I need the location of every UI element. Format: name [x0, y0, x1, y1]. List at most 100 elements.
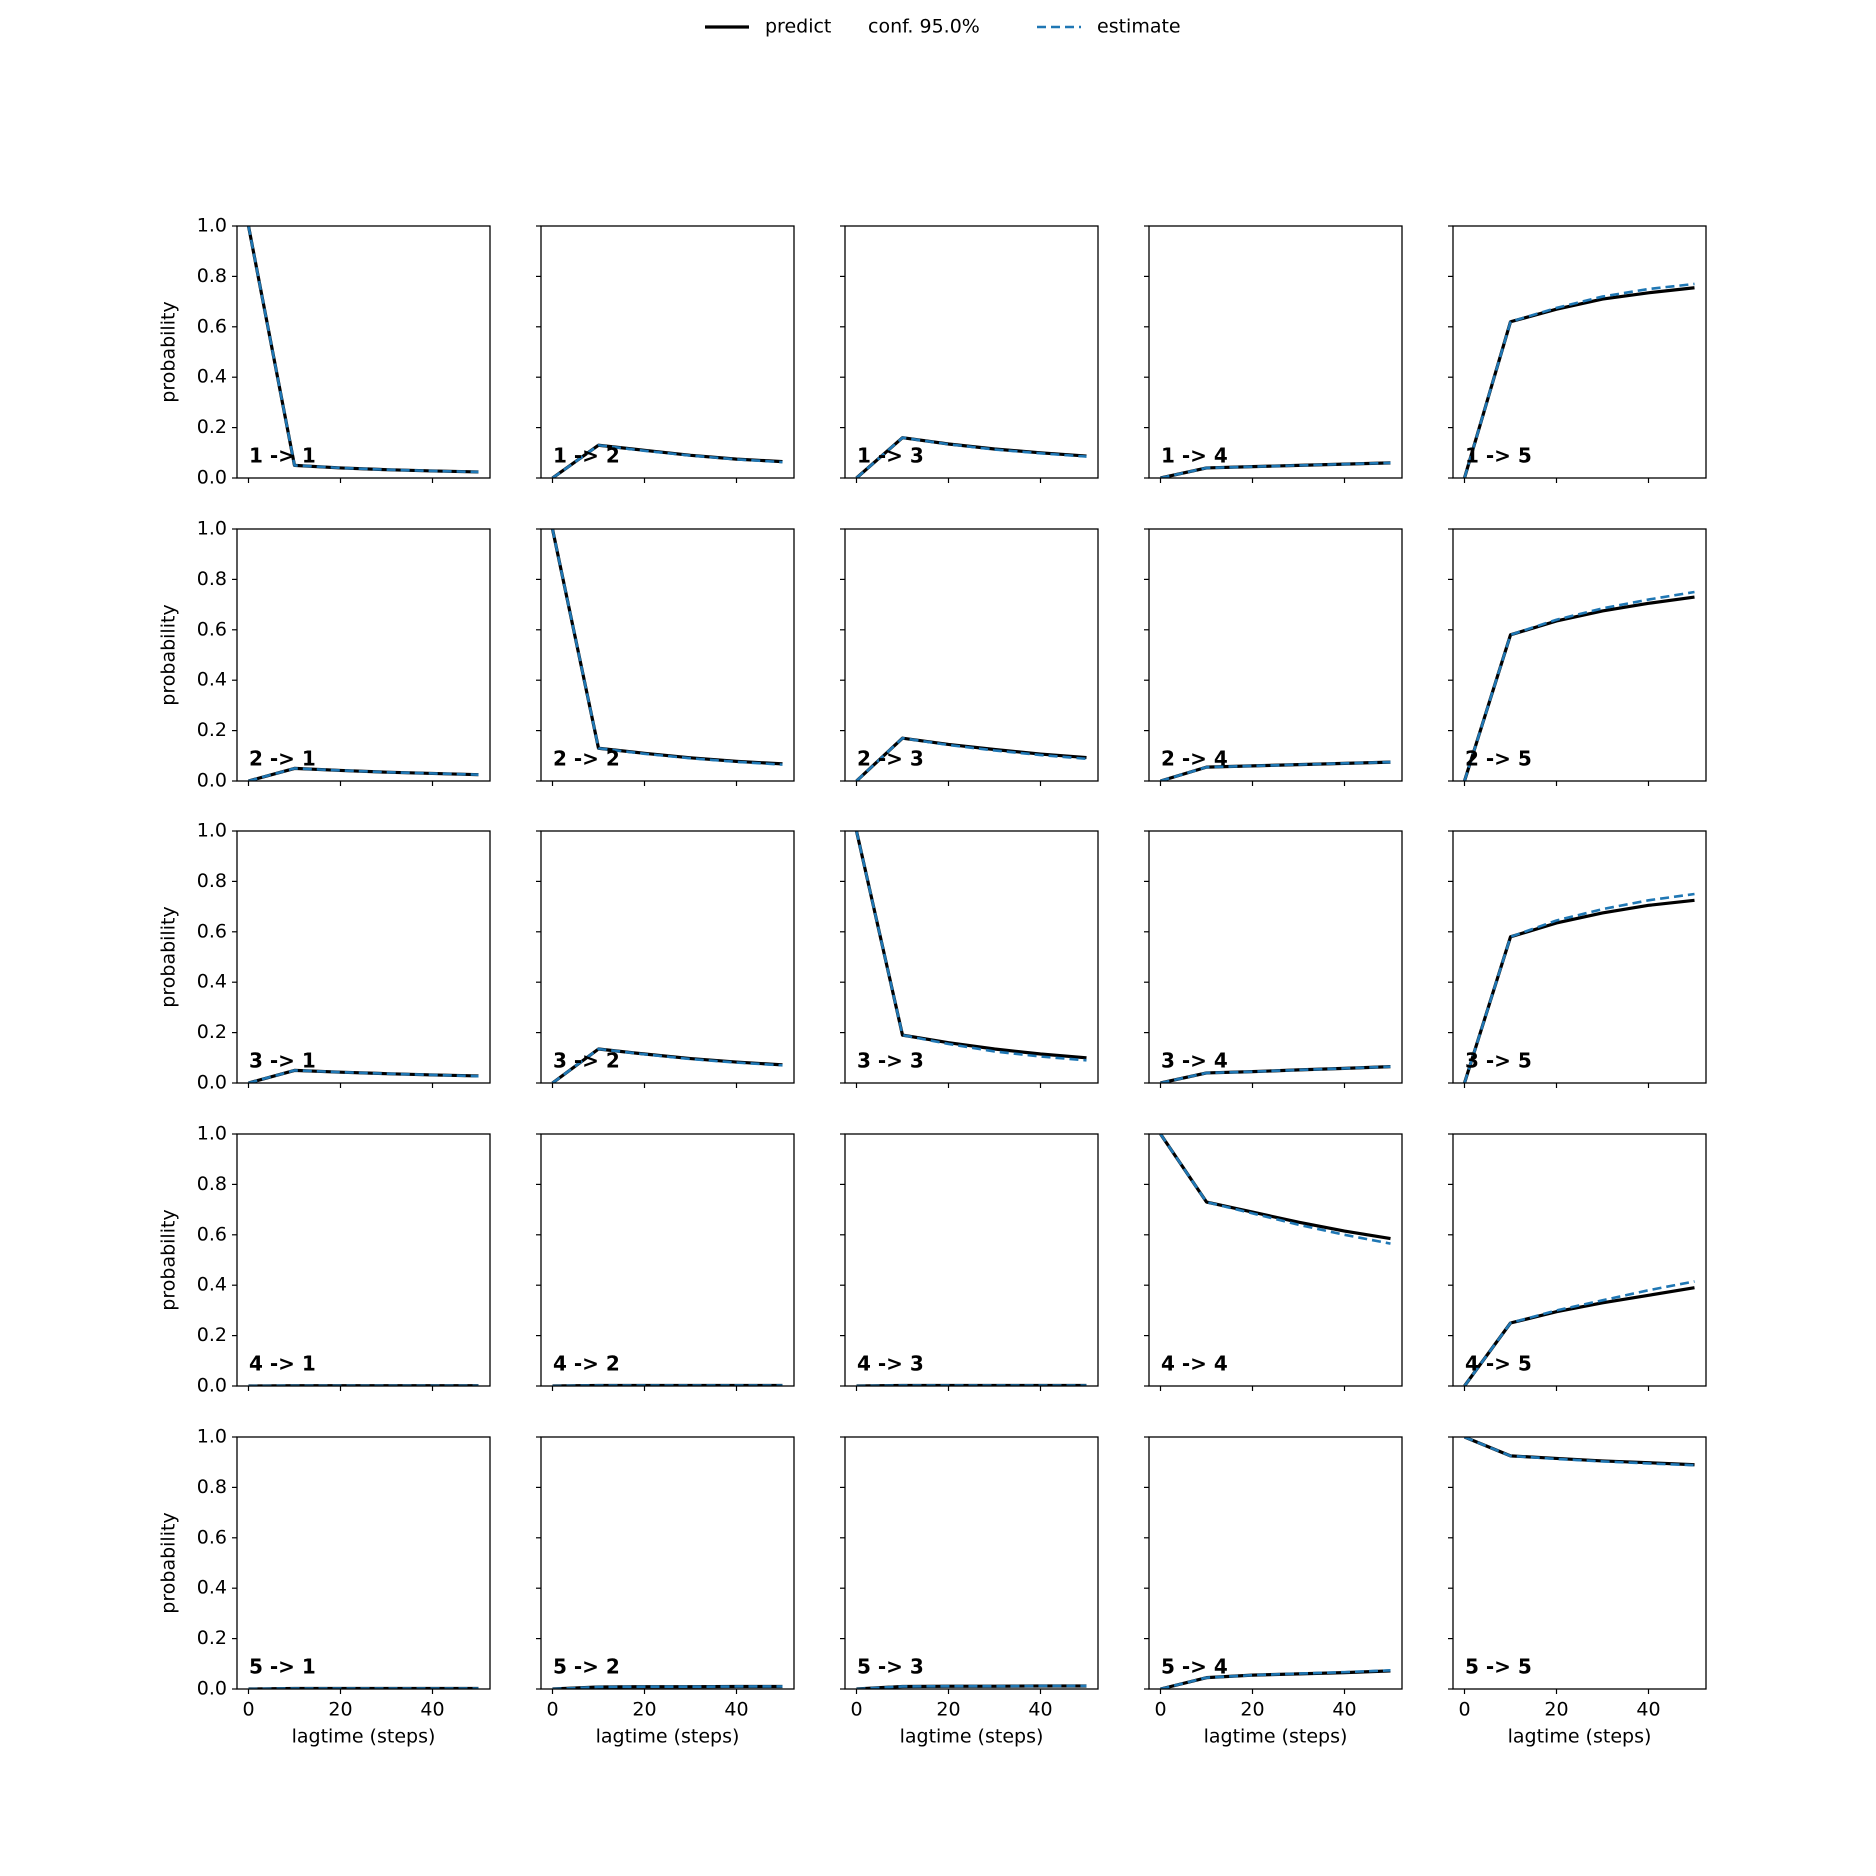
x-tick-label: 40 [1636, 1699, 1660, 1721]
series-line [855, 831, 1087, 1062]
subplot: 0.0 0.2 0.4 0.6 0.8 1.0 probability 1 -> 1 [158, 215, 491, 489]
axes-frame [1452, 225, 1707, 479]
y-tick-label: 0.0 [197, 1375, 227, 1397]
series-line [1462, 286, 1695, 478]
subplot: 0.0 0.2 0.4 0.6 0.8 1.0 0 20 40 probability lagtim… [158, 1426, 491, 1748]
y-tick-label: 1.0 [197, 1426, 227, 1448]
y-tick-label: 0.4 [197, 1274, 227, 1296]
series-line [1160, 1669, 1391, 1689]
panel-annotation: 3 -> 5 [1465, 1049, 1532, 1073]
x-tick-label: 20 [328, 1699, 352, 1721]
x-tick-label: 40 [724, 1699, 748, 1721]
axes-frame [844, 528, 1099, 782]
subplot: 1 -> 5 [1448, 225, 1707, 483]
y-tick-label: 0.6 [197, 1223, 227, 1245]
series-line [1463, 892, 1695, 1083]
subplot: 0.0 0.2 0.4 0.6 0.8 1.0 probability 4 -> 1 [158, 1123, 491, 1397]
panel-annotation: 2 -> 4 [1161, 747, 1228, 771]
y-tick-label: 0.6 [197, 618, 227, 640]
y-tick-label: 0.8 [197, 265, 227, 287]
panel-annotation: 1 -> 2 [553, 444, 620, 468]
panel-annotation: 4 -> 4 [1161, 1352, 1228, 1376]
subplot: 2 -> 2 [536, 528, 795, 786]
x-tick-label: 20 [936, 1699, 960, 1721]
panel-annotation: 3 -> 1 [249, 1049, 316, 1073]
series-line [1160, 760, 1391, 781]
axes-frame [236, 528, 491, 782]
x-axis-label: lagtime (steps) [900, 1726, 1044, 1748]
y-axis-label: probability [158, 604, 180, 705]
series-line [1159, 1134, 1391, 1241]
y-axis-label: probability [158, 1512, 180, 1613]
axes-frame [1148, 1436, 1403, 1690]
axes-frame [1148, 225, 1403, 479]
panel-annotation: 2 -> 5 [1465, 747, 1532, 771]
subplot: 3 -> 5 [1448, 830, 1707, 1088]
x-axis-label: lagtime (steps) [1508, 1726, 1652, 1748]
panel-annotation: 2 -> 3 [857, 747, 924, 771]
panel-annotation: 5 -> 2 [553, 1655, 620, 1679]
x-tick-label: 0 [1154, 1699, 1166, 1721]
y-tick-label: 0.4 [197, 971, 227, 993]
y-tick-label: 1.0 [197, 1123, 227, 1145]
axes-frame [236, 830, 491, 1084]
series-line [1463, 590, 1695, 781]
axes-frame [236, 225, 491, 479]
subplot: 4 -> 2 [536, 1133, 795, 1391]
subplot: 3 -> 4 [1144, 830, 1403, 1088]
series-line [855, 436, 1087, 478]
subplot: 1 -> 3 [840, 225, 1099, 483]
y-tick-label: 1.0 [197, 215, 227, 237]
x-tick-label: 20 [632, 1699, 656, 1721]
axes-frame [540, 528, 795, 782]
y-tick-label: 0.8 [197, 568, 227, 590]
series-line [552, 1685, 783, 1689]
axes-frame [844, 225, 1099, 479]
panel-annotation: 1 -> 5 [1465, 444, 1532, 468]
x-axis-label: lagtime (steps) [292, 1726, 436, 1748]
panel-annotation: 5 -> 1 [249, 1655, 316, 1679]
y-tick-label: 0.2 [197, 719, 227, 741]
series-line [248, 767, 479, 781]
subplot: 0 20 40 lagtime (steps) 5 -> 3 [840, 1436, 1099, 1748]
y-tick-label: 0.2 [197, 1627, 227, 1649]
subplot: 2 -> 4 [1144, 528, 1403, 786]
subplot: 2 -> 3 [840, 528, 1099, 786]
panel-annotation: 5 -> 3 [857, 1655, 924, 1679]
series-line [248, 1069, 479, 1083]
subplot: 4 -> 3 [840, 1133, 1099, 1391]
y-tick-label: 0.8 [197, 1173, 227, 1195]
series-line [247, 226, 479, 474]
subplot: 0 20 40 lagtime (steps) 5 -> 2 [536, 1436, 795, 1748]
y-tick-label: 1.0 [197, 820, 227, 842]
axes-frame [1148, 528, 1403, 782]
series-line [855, 736, 1087, 781]
panel-annotation: 1 -> 3 [857, 444, 924, 468]
series-line [1463, 1280, 1695, 1386]
panel-annotation: 2 -> 1 [249, 747, 316, 771]
series-line [1159, 1134, 1391, 1245]
legend-label: estimate [1097, 16, 1181, 38]
x-tick-label: 20 [1544, 1699, 1568, 1721]
subplot: 1 -> 2 [536, 225, 795, 483]
x-axis-label: lagtime (steps) [596, 1726, 740, 1748]
legend-label: predict [765, 16, 831, 38]
y-tick-label: 0.4 [197, 1577, 227, 1599]
y-tick-label: 0.0 [197, 1678, 227, 1700]
axes-frame [1148, 830, 1403, 1084]
panel-annotation: 1 -> 1 [249, 444, 316, 468]
axes-frame [1452, 1436, 1707, 1690]
series-line [1464, 1437, 1695, 1467]
subplot: 4 -> 4 [1144, 1133, 1403, 1391]
x-tick-label: 0 [546, 1699, 558, 1721]
subplot: 3 -> 2 [536, 830, 795, 1088]
y-axis-label: probability [158, 1209, 180, 1310]
series-line [551, 443, 783, 478]
subplot: 0.0 0.2 0.4 0.6 0.8 1.0 probability 3 -> 1 [158, 820, 491, 1094]
panel-annotation: 4 -> 2 [553, 1352, 620, 1376]
panel-annotation: 4 -> 5 [1465, 1352, 1532, 1376]
axes-frame [236, 1133, 491, 1387]
axes-frame [540, 225, 795, 479]
